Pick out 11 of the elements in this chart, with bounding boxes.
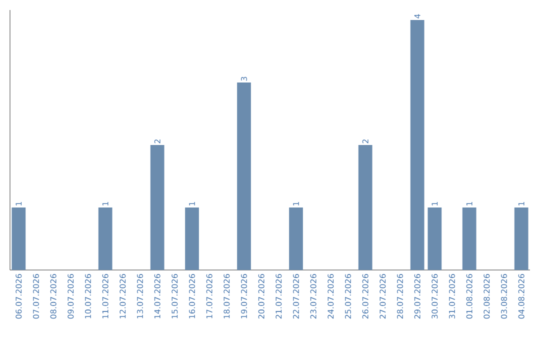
bar <box>150 144 164 270</box>
bar <box>410 20 424 270</box>
bar <box>237 82 251 270</box>
bar <box>98 208 112 270</box>
bar <box>358 144 372 270</box>
bar <box>12 208 26 270</box>
bar <box>514 208 528 270</box>
bar <box>185 208 199 270</box>
bar <box>289 208 303 270</box>
bar <box>428 208 442 270</box>
bar <box>462 208 476 270</box>
